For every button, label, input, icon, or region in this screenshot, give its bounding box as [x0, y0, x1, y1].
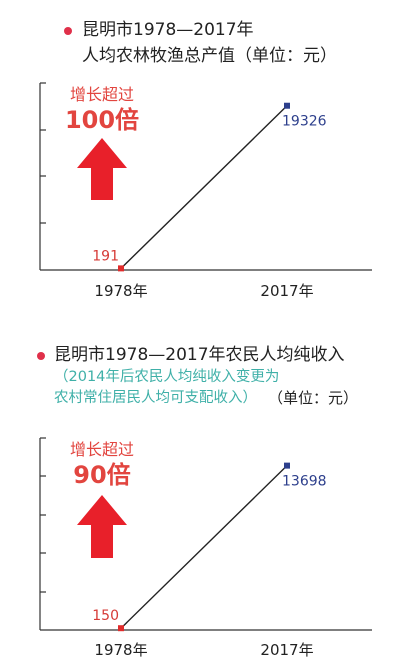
- chart-2-note-line2: 农村常住居民人均可支配收入）: [54, 390, 257, 406]
- growth-annotation-line2: 90倍: [73, 461, 130, 489]
- growth-arrow-icon: [77, 495, 127, 558]
- x-tick-label-1978: 1978年: [94, 641, 147, 659]
- series-line: [120, 465, 288, 629]
- x-tick-label-2017: 2017年: [260, 641, 313, 659]
- growth-annotation-line1: 增长超过: [70, 85, 134, 104]
- data-label-1978: 150: [92, 608, 119, 624]
- title-bullet-icon: [64, 27, 72, 35]
- x-tick-label-2017: 2017年: [260, 282, 313, 300]
- chart-2-unit: （单位：元）: [268, 389, 359, 407]
- chart-2-note-line1: （2014年后农民人均纯收入变更为: [54, 369, 280, 385]
- chart-1-plot: 增长超过 100倍 191 19326 1978年 2017年: [39, 82, 372, 300]
- title-bullet-icon: [37, 352, 45, 360]
- chart-2-title: 昆明市1978—2017年农民人均纯收入: [54, 345, 345, 365]
- chart-1-subtitle: 人均农林牧渔总产值（单位：元）: [82, 46, 337, 66]
- growth-annotation-line2: 100倍: [65, 106, 139, 134]
- x-tick-label-1978: 1978年: [94, 282, 147, 300]
- data-point-1978: [118, 265, 124, 272]
- series-line: [120, 105, 288, 269]
- y-axis: [39, 437, 46, 630]
- data-label-2017: 19326: [282, 114, 327, 130]
- chart-panel-2: 昆明市1978—2017年农民人均纯收入 （2014年后农民人均纯收入变更为 农…: [0, 335, 419, 670]
- chart-2-plot: 增长超过 90倍 150 13698 1978年 2017年: [39, 437, 372, 659]
- growth-annotation-line1: 增长超过: [70, 440, 134, 459]
- data-point-2017: [284, 102, 290, 109]
- data-point-2017: [284, 462, 290, 469]
- y-axis: [39, 82, 46, 270]
- growth-arrow-icon: [77, 138, 127, 200]
- data-point-1978: [118, 625, 124, 632]
- data-label-1978: 191: [92, 248, 119, 264]
- chart-panel-1: 昆明市1978—2017年 人均农林牧渔总产值（单位：元） 增长超过 100倍 …: [0, 0, 419, 310]
- data-label-2017: 13698: [282, 474, 327, 490]
- chart-1-title: 昆明市1978—2017年: [82, 20, 254, 40]
